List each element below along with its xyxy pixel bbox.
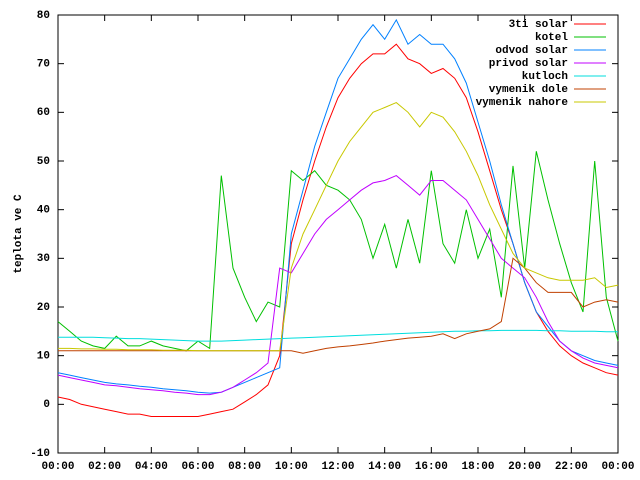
x-tick-label: 00:00 bbox=[601, 461, 634, 473]
legend-label: 3ti solar bbox=[509, 19, 568, 31]
legend-label: vymenik nahore bbox=[476, 97, 569, 109]
y-tick-label: 60 bbox=[37, 107, 50, 119]
y-tick-label: 40 bbox=[37, 205, 50, 217]
x-tick-label: 06:00 bbox=[181, 461, 214, 473]
y-axis-label: teplota ve C bbox=[13, 194, 25, 274]
legend-label: vymenik dole bbox=[489, 84, 569, 96]
y-tick-label: 50 bbox=[37, 156, 50, 168]
x-tick-label: 10:00 bbox=[275, 461, 308, 473]
x-tick-label: 20:00 bbox=[508, 461, 541, 473]
y-tick-label: 70 bbox=[37, 59, 50, 71]
x-tick-label: 16:00 bbox=[415, 461, 448, 473]
x-tick-label: 14:00 bbox=[368, 461, 401, 473]
y-tick-label: 0 bbox=[43, 399, 50, 411]
legend-label: odvod solar bbox=[495, 45, 568, 57]
x-tick-label: 22:00 bbox=[555, 461, 588, 473]
y-tick-label: -10 bbox=[30, 448, 50, 460]
series-line bbox=[58, 329, 618, 342]
series-line bbox=[57, 151, 619, 352]
series-line bbox=[57, 175, 619, 396]
x-tick-label: 02:00 bbox=[88, 461, 121, 473]
legend-label: kotel bbox=[535, 32, 568, 44]
series-line bbox=[58, 102, 619, 352]
y-tick-label: 30 bbox=[37, 253, 50, 265]
x-tick-label: 04:00 bbox=[135, 461, 168, 473]
x-tick-label: 00:00 bbox=[41, 461, 74, 473]
legend-label: kutloch bbox=[522, 71, 568, 83]
x-tick-label: 08:00 bbox=[228, 461, 261, 473]
x-tick-label: 12:00 bbox=[321, 461, 354, 473]
y-tick-label: 10 bbox=[37, 351, 50, 363]
x-tick-label: 18:00 bbox=[461, 461, 494, 473]
y-tick-label: 20 bbox=[37, 302, 50, 314]
legend-label: privod solar bbox=[489, 58, 568, 70]
y-tick-label: 80 bbox=[37, 10, 50, 22]
series-line bbox=[57, 18, 619, 394]
